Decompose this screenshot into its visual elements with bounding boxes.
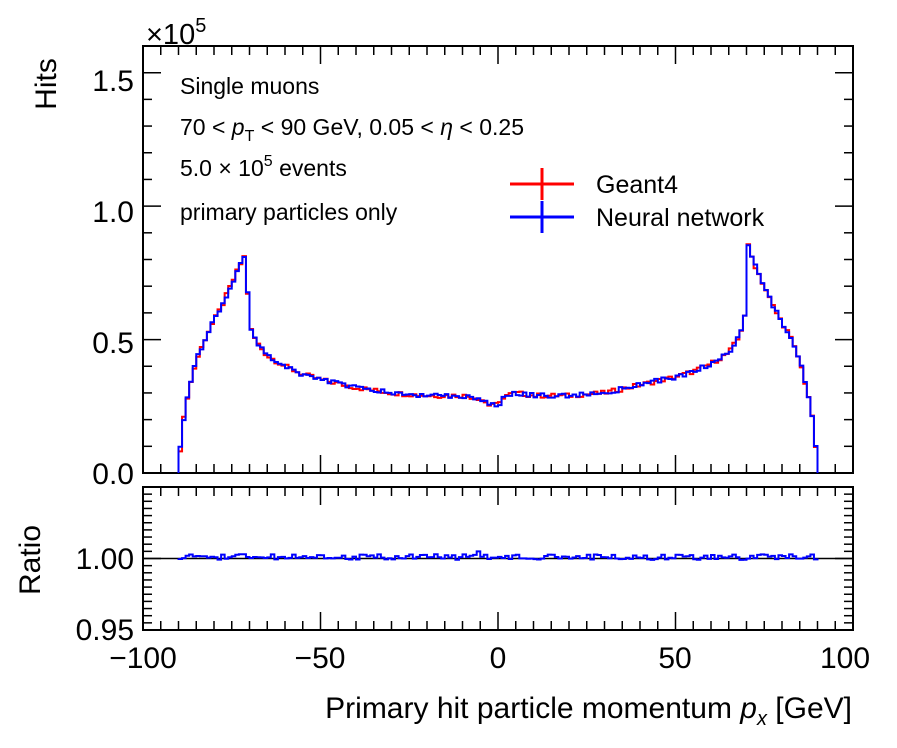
- annotation-kinematics: 70 < pT < 90 GeV, 0.05 < η < 0.25: [180, 114, 524, 145]
- ratio-histogram: [143, 550, 853, 561]
- annotation-sample: Single muons: [180, 73, 319, 99]
- main-y-tick-label: 1.0: [92, 196, 134, 229]
- ratio-y-axis-title: Ratio: [14, 525, 47, 595]
- histogram-neural-network: [177, 244, 819, 473]
- main-y-tick-label: 0.5: [92, 327, 134, 360]
- legend-label-geant4: Geant4: [596, 171, 678, 199]
- x-tick-label: 100: [820, 642, 870, 675]
- main-y-tick-label: 0.0: [92, 458, 134, 491]
- main-axis-ticks: [142, 45, 854, 474]
- main-y-axis-title: Hits: [30, 58, 63, 110]
- x-tick-label: 0: [490, 642, 507, 675]
- ratio-histogram-line: [177, 550, 819, 561]
- ratio-y-tick-label: 1.00: [76, 543, 134, 576]
- x-axis-title: Primary hit particle momentum px [GeV]: [325, 692, 852, 730]
- x-tick-label: −100: [109, 642, 177, 675]
- annotation-selection: primary particles only: [180, 199, 398, 225]
- main-y-tick-label: 1.5: [92, 65, 134, 98]
- main-histograms: [177, 243, 819, 473]
- legend-label-neural-network: Neural network: [596, 204, 765, 232]
- x-tick-label: 50: [658, 642, 691, 675]
- annotation-events: 5.0 × 105 events: [180, 153, 347, 181]
- x-tick-label: −50: [295, 642, 346, 675]
- ratio-y-tick-label: 0.95: [76, 614, 134, 647]
- legend: Geant4 Neural network: [510, 168, 765, 233]
